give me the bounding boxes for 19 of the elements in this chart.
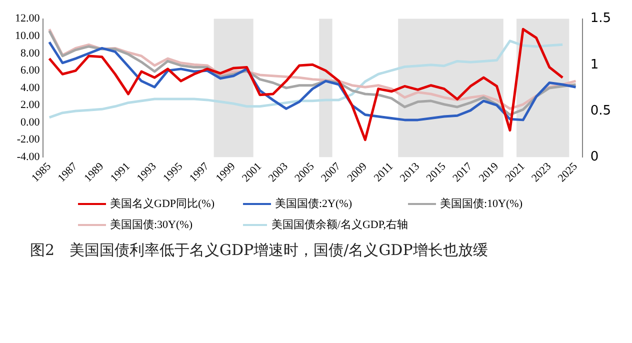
- y-tick-label: 4.00: [20, 82, 40, 94]
- y2-tick-label: 1: [590, 57, 599, 72]
- y-tick-label: -4.00: [16, 151, 40, 163]
- text: 图2 美国国债利率低于名义GDP增速时，国债/名义GDP增长也放缓: [29, 240, 489, 260]
- legend-label: 美国国债:30Y(%): [110, 218, 192, 232]
- y-tick-label: 0.00: [20, 116, 40, 128]
- y-tick-label: 2.00: [20, 99, 40, 112]
- y-tick-label: -2.00: [16, 134, 40, 146]
- y-tick-label: 12.00: [15, 12, 40, 25]
- y-tick-label: 8.00: [20, 47, 40, 60]
- y2-tick-label: 0: [590, 149, 599, 164]
- legend-label: 美国国债:10Y(%): [440, 196, 522, 211]
- y-tick-label: 10.00: [15, 30, 40, 42]
- legend-label: 美国国债余额/名义GDP,右轴: [271, 218, 408, 232]
- legend-label: 美国国债:2Y(%): [275, 196, 352, 211]
- y2-tick-label: 0.5: [590, 103, 612, 118]
- y-tick-label: 6.00: [20, 64, 40, 77]
- legend-label: 美国名义GDP同比(%): [110, 196, 214, 211]
- y2-tick-label: 1.5: [590, 11, 612, 26]
